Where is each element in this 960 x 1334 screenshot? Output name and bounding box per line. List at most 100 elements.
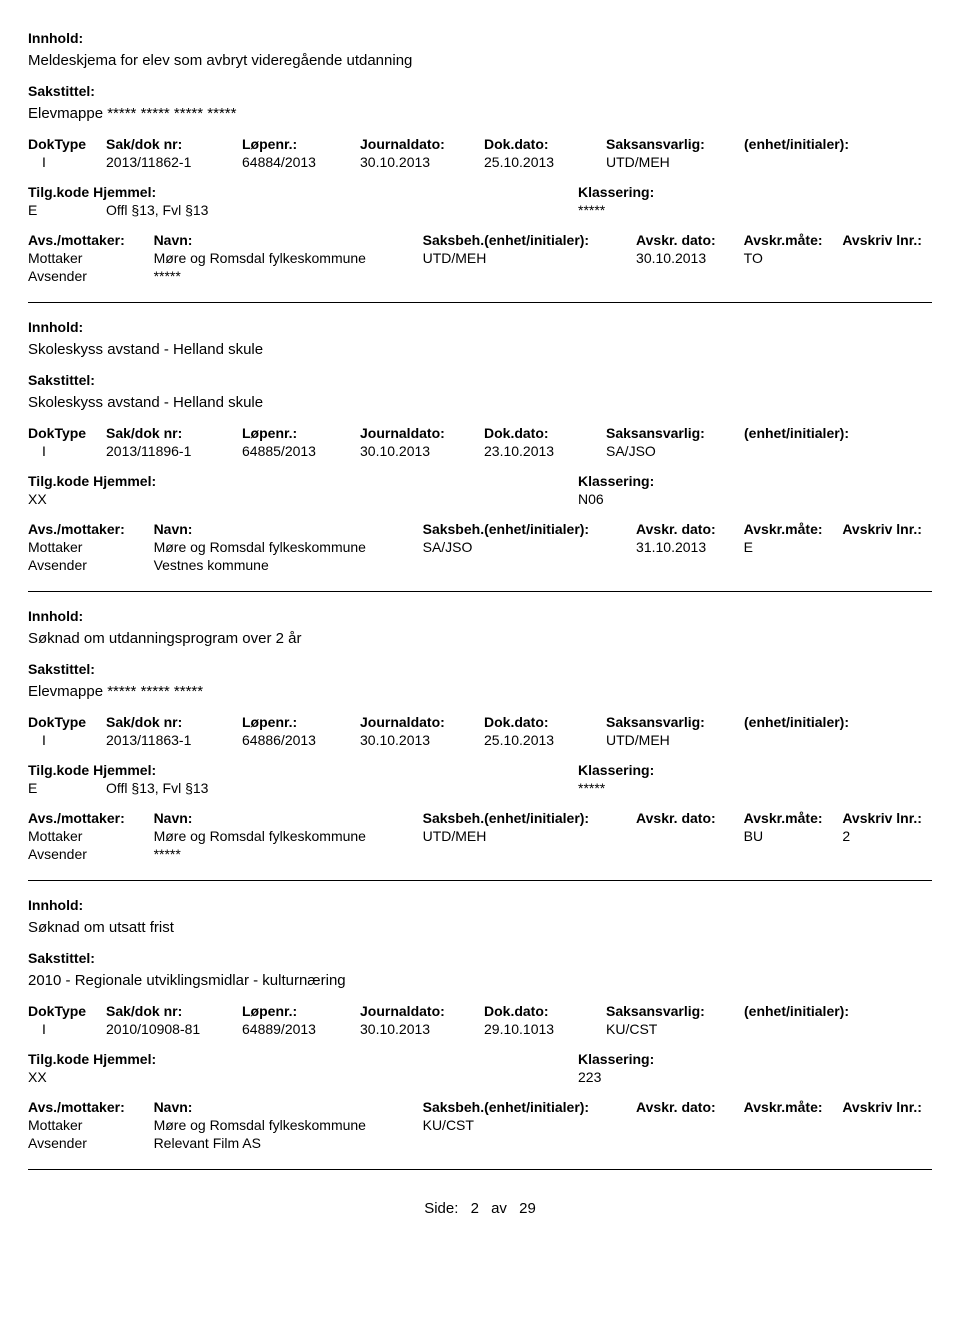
- footer-side-label: Side:: [424, 1200, 458, 1217]
- sakstittel-value: Elevmappe ***** ***** *****: [28, 683, 932, 700]
- main-header-row: DokTypeSak/dok nr:Løpenr.:Journaldato:Do…: [28, 425, 932, 441]
- party-saksbeh: SA/JSO: [423, 539, 636, 555]
- innhold-label: Innhold:: [28, 897, 932, 913]
- main-data-row: I2013/11863-164886/201330.10.201325.10.2…: [28, 732, 932, 748]
- dokdato-header: Dok.dato:: [484, 714, 606, 730]
- avsmottaker-header: Avs./mottaker:: [28, 521, 154, 537]
- party-navn: Møre og Romsdal fylkeskommune: [154, 828, 423, 844]
- saksansvarlig-value: SA/JSO: [606, 443, 744, 459]
- hjemmel-value: Offl §13, Fvl §13: [106, 202, 406, 218]
- parties-header-row: Avs./mottaker:Navn:Saksbeh.(enhet/initia…: [28, 232, 932, 248]
- dokdato-value: 29.10.1013: [484, 1021, 606, 1037]
- party-avskrlnr: [842, 846, 932, 862]
- lopenr-header: Løpenr.:: [242, 714, 360, 730]
- record: Innhold: Søknad om utsatt frist Sakstittel…: [28, 897, 932, 1170]
- hjemmel-value: [106, 1069, 406, 1085]
- doktype-value: I: [28, 154, 106, 170]
- sakdoknr-value: 2013/11863-1: [106, 732, 242, 748]
- party-role: Avsender: [28, 268, 154, 284]
- lopenr-header: Løpenr.:: [242, 425, 360, 441]
- sakdoknr-header: Sak/dok nr:: [106, 136, 242, 152]
- enhet-value: [744, 443, 914, 459]
- party-role: Mottaker: [28, 1117, 154, 1133]
- party-row: MottakerMøre og Romsdal fylkeskommuneSA/…: [28, 539, 932, 555]
- saksansvarlig-value: UTD/MEH: [606, 154, 744, 170]
- party-avskrlnr: [842, 539, 932, 555]
- dokdato-header: Dok.dato:: [484, 136, 606, 152]
- saksansvarlig-header: Saksansvarlig:: [606, 136, 744, 152]
- journaldato-value: 30.10.2013: [360, 1021, 484, 1037]
- footer-total: 29: [519, 1200, 536, 1217]
- lopenr-value: 64886/2013: [242, 732, 360, 748]
- enhet-value: [744, 732, 914, 748]
- hjemmel-data: XX: [28, 491, 578, 507]
- hjemmel-data: XX: [28, 1069, 578, 1085]
- sakdoknr-header: Sak/dok nr:: [106, 1003, 242, 1019]
- klassering-value: *****: [578, 780, 878, 796]
- parties-header-row: Avs./mottaker:Navn:Saksbeh.(enhet/initia…: [28, 521, 932, 537]
- party-row: MottakerMøre og Romsdal fylkeskommuneUTD…: [28, 250, 932, 266]
- tilgkode-value: E: [28, 202, 106, 218]
- saksansvarlig-value: KU/CST: [606, 1021, 744, 1037]
- saksansvarlig-header: Saksansvarlig:: [606, 425, 744, 441]
- party-navn: *****: [154, 268, 423, 284]
- party-saksbeh: [423, 557, 636, 573]
- party-navn: Møre og Romsdal fylkeskommune: [154, 1117, 423, 1133]
- sakstittel-value: Elevmappe ***** ***** ***** *****: [28, 105, 932, 122]
- main-header-row: DokTypeSak/dok nr:Løpenr.:Journaldato:Do…: [28, 136, 932, 152]
- enhet-header: (enhet/initialer):: [744, 1003, 914, 1019]
- main-data-row: I2013/11862-164884/201330.10.201325.10.2…: [28, 154, 932, 170]
- hjemmel-block: Tilg.kode Hjemmel:XX: [28, 473, 578, 507]
- hjemmel-value: Offl §13, Fvl §13: [106, 780, 406, 796]
- avsmottaker-header: Avs./mottaker:: [28, 810, 154, 826]
- party-avskrmate: E: [744, 539, 843, 555]
- main-header-row: DokTypeSak/dok nr:Løpenr.:Journaldato:Do…: [28, 1003, 932, 1019]
- hjemmel-data: EOffl §13, Fvl §13: [28, 202, 578, 218]
- party-role: Mottaker: [28, 539, 154, 555]
- doktype-header: DokType: [28, 1003, 106, 1019]
- record: Innhold:Søknad om utdanningsprogram over…: [28, 608, 932, 881]
- avsmottaker-header: Avs./mottaker:: [28, 232, 154, 248]
- enhet-value: [744, 154, 914, 170]
- klassering-value: N06: [578, 491, 878, 507]
- hjemmel-label: Hjemmel:: [93, 762, 156, 778]
- party-avskrdato: [636, 557, 744, 573]
- innhold-label: Innhold:: [28, 608, 932, 624]
- tilgkode-value: XX: [28, 491, 106, 507]
- klassering-label: Klassering:: [578, 184, 878, 200]
- navn-header: Navn:: [154, 521, 423, 537]
- footer-av-label: av: [491, 1200, 507, 1217]
- party-navn: Relevant Film AS: [154, 1135, 423, 1151]
- avskrivlnr-header: Avskriv lnr.:: [842, 810, 932, 826]
- doktype-value: I: [28, 1021, 106, 1037]
- lopenr-value: 64889/2013: [242, 1021, 360, 1037]
- sakstittel-label: Sakstittel:: [28, 950, 932, 966]
- innhold-value: Søknad om utsatt frist: [28, 919, 932, 936]
- avskrmate-header: Avskr.måte:: [744, 1099, 843, 1115]
- enhet-header: (enhet/initialer):: [744, 136, 914, 152]
- tilgkode-value: XX: [28, 1069, 106, 1085]
- avskrdato-header: Avskr. dato:: [636, 232, 744, 248]
- party-avskrmate: [744, 268, 843, 284]
- doktype-value: I: [28, 443, 106, 459]
- party-role: Avsender: [28, 846, 154, 862]
- innhold-label: Innhold:: [28, 30, 932, 46]
- avskrmate-header: Avskr.måte:: [744, 521, 843, 537]
- party-avskrdato: [636, 828, 744, 844]
- party-row: Avsender*****: [28, 268, 932, 284]
- avskrdato-header: Avskr. dato:: [636, 1099, 744, 1115]
- hjemmel-klassering-row: Tilg.kode Hjemmel:XXKlassering:N06: [28, 473, 932, 507]
- journaldato-value: 30.10.2013: [360, 154, 484, 170]
- hjemmel-label: Hjemmel:: [93, 1051, 156, 1067]
- avskrivlnr-header: Avskriv lnr.:: [842, 232, 932, 248]
- journaldato-header: Journaldato:: [360, 1003, 484, 1019]
- klassering-block: Klassering:223: [578, 1051, 878, 1085]
- tilgkode-value: E: [28, 780, 106, 796]
- dokdato-value: 23.10.2013: [484, 443, 606, 459]
- party-row: MottakerMøre og Romsdal fylkeskommuneUTD…: [28, 828, 932, 844]
- klassering-block: Klassering:*****: [578, 184, 878, 218]
- party-saksbeh: UTD/MEH: [423, 828, 636, 844]
- dokdato-header: Dok.dato:: [484, 1003, 606, 1019]
- page-footer: Side: 2 av 29: [28, 1200, 932, 1217]
- hjemmel-value: [106, 491, 406, 507]
